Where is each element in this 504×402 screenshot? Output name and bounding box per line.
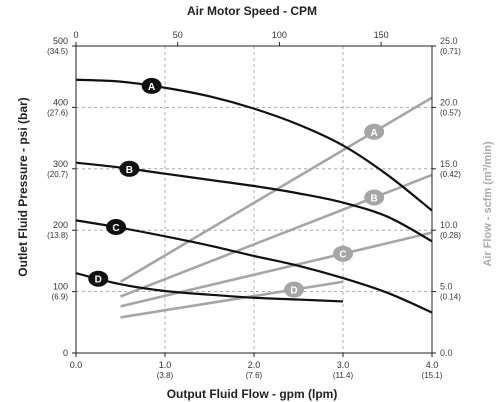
- chart-title: Air Motor Speed - CPM: [187, 4, 317, 18]
- x-tick-label: 3.0: [337, 360, 350, 370]
- airflow-line-b: [120, 173, 433, 298]
- pressure-marker-b: B: [119, 160, 140, 177]
- svg-text:B: B: [371, 194, 378, 205]
- svg-text:B: B: [126, 165, 133, 176]
- airflow-marker-c: C: [333, 245, 353, 262]
- airflow-lines: [119, 96, 433, 319]
- x-tick-sublabel: (15.1): [422, 371, 443, 380]
- airflow-marker-a: A: [364, 123, 385, 140]
- pressure-curve-a: [75, 78, 433, 212]
- y2-tick-label: 15.0: [440, 159, 458, 169]
- y-tick-label: 100: [53, 282, 68, 292]
- y2-tick-sublabel: (0.57): [440, 108, 461, 117]
- pressure-curve-d: [75, 272, 344, 303]
- y2-axis-title: Air Flow - scfm (m³/min): [482, 141, 494, 267]
- x-tick-label: 4.0: [426, 360, 439, 370]
- svg-text:A: A: [371, 128, 378, 139]
- y2-tick-sublabel: (0.28): [440, 231, 461, 240]
- x-tick-label: 2.0: [248, 360, 261, 370]
- y-tick-label: 300: [53, 159, 68, 169]
- y2-tick-label: 5.0: [440, 282, 453, 292]
- tick-labels: 0.0 1.0(3.8) 2.0(7.6) 3.0(11.4) 4.0(15.1) 0 50…: [47, 30, 461, 380]
- top-tick-label: 100: [272, 30, 287, 40]
- top-tick-label: 50: [173, 30, 183, 40]
- svg-text:C: C: [339, 250, 346, 261]
- svg-text:A: A: [148, 82, 155, 93]
- x-tick-sublabel: (3.8): [157, 371, 174, 380]
- pressure-curve-c: [75, 219, 433, 314]
- x-tick-sublabel: (7.6): [246, 371, 263, 380]
- y-tick-label: 400: [53, 97, 68, 107]
- x-tick-label: 0.0: [70, 360, 83, 370]
- y-tick-label: 500: [53, 36, 68, 46]
- y2-tick-label: 0.0: [440, 348, 453, 358]
- pressure-marker-a: A: [141, 77, 162, 94]
- y-tick-sublabel: (6.9): [52, 293, 69, 302]
- y-tick-sublabel: (27.6): [47, 108, 68, 117]
- pressure-marker-c: C: [106, 219, 127, 236]
- y2-tick-sublabel: (0.42): [440, 170, 461, 179]
- y-tick-sublabel: (34.5): [47, 47, 68, 56]
- y-axis-title: Outlet Fluid Pressure - psi (bar): [16, 97, 30, 276]
- x-tick-sublabel: (11.4): [333, 371, 354, 380]
- svg-text:C: C: [112, 223, 119, 234]
- airflow-marker-b: B: [364, 189, 385, 206]
- airflow-line-d: [120, 280, 344, 319]
- svg-text:D: D: [95, 275, 102, 286]
- svg-text:D: D: [290, 286, 297, 297]
- y-tick-label: 0: [63, 348, 68, 358]
- grid: [76, 46, 432, 353]
- y-tick-sublabel: (13.8): [47, 231, 68, 240]
- y2-tick-label: 20.0: [440, 97, 458, 107]
- airflow-line-c: [120, 231, 433, 308]
- y2-tick-sublabel: (0.14): [440, 293, 461, 302]
- top-tick-label: 0: [73, 30, 78, 40]
- x-tick-label: 1.0: [159, 360, 172, 370]
- x-axis-title: Output Fluid Flow - gpm (lpm): [167, 387, 338, 401]
- y-tick-sublabel: (20.7): [47, 170, 68, 179]
- top-tick-label: 150: [374, 30, 389, 40]
- y2-tick-label: 10.0: [440, 220, 458, 230]
- y2-tick-sublabel: (0.71): [440, 47, 461, 56]
- y2-tick-label: 25.0: [440, 36, 458, 46]
- y-tick-label: 200: [53, 220, 68, 230]
- airflow-marker-d: D: [284, 281, 305, 298]
- curve-markers: A B C D A B C D: [88, 77, 385, 298]
- pressure-marker-d: D: [88, 270, 109, 287]
